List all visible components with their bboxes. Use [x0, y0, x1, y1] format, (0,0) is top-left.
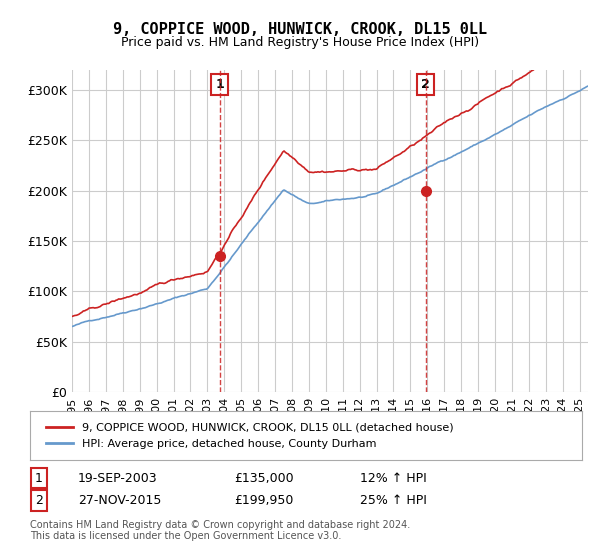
Legend: 9, COPPICE WOOD, HUNWICK, CROOK, DL15 0LL (detached house), HPI: Average price, : 9, COPPICE WOOD, HUNWICK, CROOK, DL15 0L…	[41, 418, 458, 454]
Text: Contains HM Land Registry data © Crown copyright and database right 2024.
This d: Contains HM Land Registry data © Crown c…	[30, 520, 410, 542]
Text: 27-NOV-2015: 27-NOV-2015	[78, 494, 161, 507]
Text: 1: 1	[35, 472, 43, 484]
Text: 2: 2	[421, 78, 430, 91]
Text: 19-SEP-2003: 19-SEP-2003	[78, 472, 158, 484]
Text: 9, COPPICE WOOD, HUNWICK, CROOK, DL15 0LL: 9, COPPICE WOOD, HUNWICK, CROOK, DL15 0L…	[113, 22, 487, 38]
Text: 12% ↑ HPI: 12% ↑ HPI	[360, 472, 427, 484]
Text: Price paid vs. HM Land Registry's House Price Index (HPI): Price paid vs. HM Land Registry's House …	[121, 36, 479, 49]
Text: £199,950: £199,950	[234, 494, 293, 507]
Text: 1: 1	[215, 78, 224, 91]
Text: 25% ↑ HPI: 25% ↑ HPI	[360, 494, 427, 507]
Text: £135,000: £135,000	[234, 472, 293, 484]
Text: 2: 2	[35, 494, 43, 507]
